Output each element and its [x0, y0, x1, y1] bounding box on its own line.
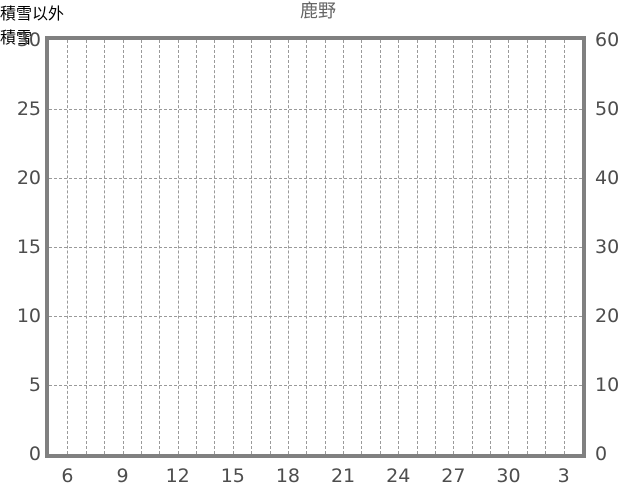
y-axis-right-tick-label: 0 — [595, 443, 608, 465]
x-axis-tick-label: 12 — [165, 465, 190, 487]
x-axis-tick-label: 27 — [441, 465, 466, 487]
y-axis-left-tick-label: 15 — [16, 236, 41, 258]
plot-gridlines — [49, 40, 582, 454]
x-axis-tick-label: 21 — [330, 465, 356, 487]
y-axis-right-tick-label: 40 — [595, 167, 620, 189]
x-axis-tick-label: 6 — [61, 465, 74, 487]
y-axis-left-tick-label: 10 — [16, 305, 41, 327]
horizontal-gridline — [49, 247, 582, 248]
horizontal-gridline — [49, 178, 582, 179]
y-axis-left-tick-label: 25 — [16, 98, 41, 120]
x-axis-tick-label: 24 — [386, 465, 411, 487]
y-axis-left-tick-label: 5 — [28, 374, 41, 396]
y-axis-left-tick-label: 30 — [16, 29, 41, 51]
horizontal-gridline — [49, 109, 582, 110]
x-axis-tick-label: 15 — [220, 465, 245, 487]
y-axis-right-tick-label: 30 — [595, 236, 620, 258]
x-axis-tick-label: 9 — [116, 465, 129, 487]
left-axis-caption: 積雪以外 — [0, 4, 65, 23]
y-axis-right-tick-label: 50 — [595, 98, 620, 120]
horizontal-gridline — [49, 316, 582, 317]
y-axis-right-tick-label: 60 — [595, 29, 620, 51]
x-axis-tick-label: 3 — [557, 465, 570, 487]
y-axis-left-tick-label: 0 — [28, 443, 41, 465]
y-axis-right-tick-label: 10 — [595, 374, 620, 396]
y-axis-left-tick-label: 20 — [16, 167, 41, 189]
chart-title: 鹿野 — [300, 1, 336, 22]
y-axis-right-tick-label: 20 — [595, 305, 620, 327]
horizontal-gridline — [49, 385, 582, 386]
x-axis-tick-label: 30 — [496, 465, 521, 487]
right-axis-caption: 積雪 — [0, 28, 33, 47]
plot-area — [45, 36, 586, 458]
x-axis-tick-label: 18 — [275, 465, 301, 487]
